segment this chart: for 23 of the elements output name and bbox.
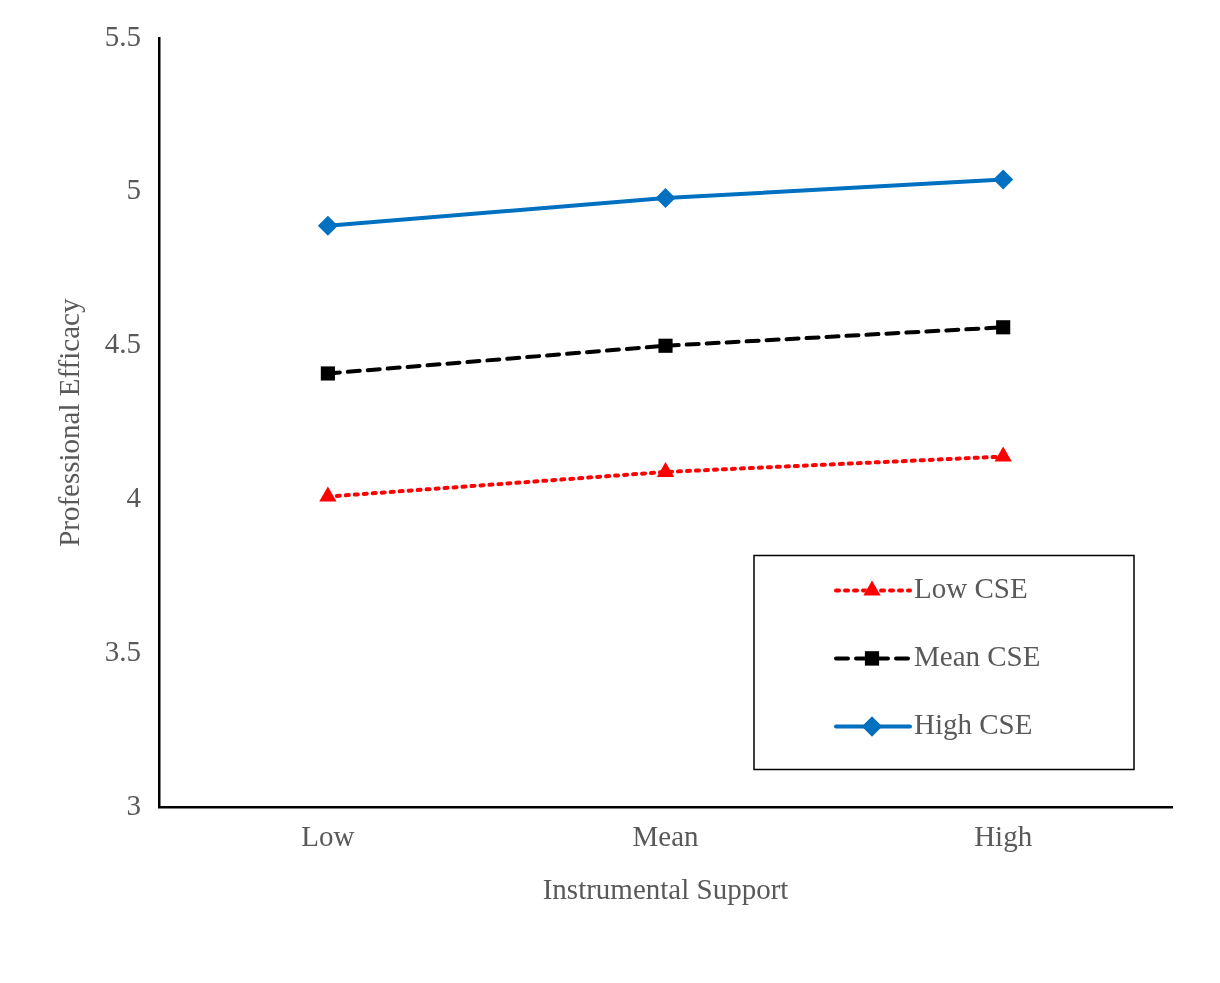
y-tick-label: 3 (126, 789, 142, 822)
point (655, 188, 676, 209)
legend-label: Low CSE (914, 572, 1028, 605)
legend-label: High CSE (914, 708, 1033, 741)
point (658, 338, 673, 353)
point (319, 486, 337, 502)
point (317, 215, 338, 236)
x-tick-label: Low (301, 820, 355, 853)
point (320, 366, 335, 381)
point (993, 169, 1014, 190)
y-tick-label: 4.5 (104, 327, 142, 360)
x-axis-title: Instrumental Support (542, 873, 789, 906)
y-axis-title: Professional Efficacy (53, 298, 86, 547)
y-tick-label: 5 (126, 173, 142, 206)
y-tick-label: 3.5 (104, 635, 142, 668)
x-tick-label: Mean (632, 820, 700, 853)
x-tick-label: High (974, 820, 1033, 853)
y-tick-label: 4 (126, 481, 142, 514)
y-tick-label: 5.5 (104, 19, 142, 52)
point (994, 446, 1012, 462)
legend-label: Mean CSE (914, 640, 1041, 673)
point (656, 461, 675, 477)
point (996, 320, 1011, 335)
